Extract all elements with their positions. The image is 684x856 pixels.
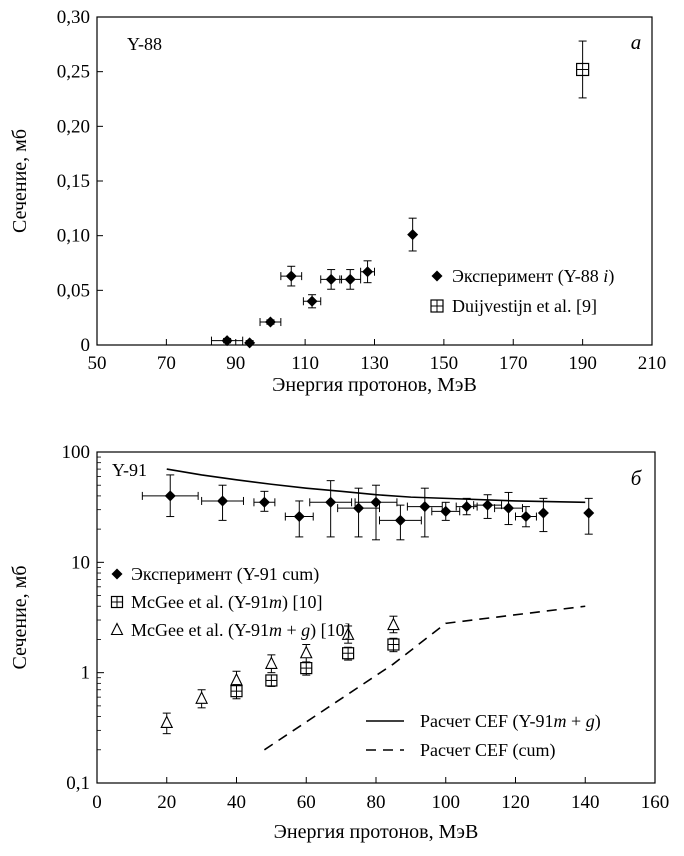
data-point-experiment-a <box>325 273 337 285</box>
legend-label-mcgee-mg: McGee et al. (Y-91m + g) [10] <box>131 620 351 641</box>
panel-b: 0,1 1 10 100 0 20 40 60 80 100 120 140 160 Энергия пр… <box>9 442 669 843</box>
panel-tag-b: Y-91 <box>112 460 147 480</box>
x-tick-label-a: 170 <box>499 353 528 374</box>
y-tick-label-a: 0,25 <box>57 62 90 83</box>
x-tick-label-a: 70 <box>157 353 176 374</box>
x-axis-label-a: Энергия протонов, МэВ <box>272 374 477 396</box>
data-point-experiment-b <box>394 514 406 526</box>
y-tick-label-a: 0 <box>81 335 91 356</box>
data-point-experiment-a <box>264 316 276 328</box>
panel-tag-a: Y-88 <box>127 34 162 54</box>
x-tick-label-b: 100 <box>432 792 461 813</box>
x-tick-label-a: 210 <box>638 353 667 374</box>
data-point-experiment-b <box>370 496 382 508</box>
data-point-experiment-a <box>407 229 419 241</box>
x-tick-label-a: 190 <box>568 353 597 374</box>
x-tick-label-a: 110 <box>291 353 319 374</box>
data-point-experiment-b <box>258 496 270 508</box>
data-point-mcgee-mg <box>387 617 400 631</box>
y-tick-label-b: 100 <box>62 442 91 463</box>
legend-label-cef-solid: Расчет CEF (Y-91m + g) <box>420 711 601 732</box>
y-tick-label-b: 0,1 <box>66 773 90 794</box>
x-tick-label-a: 90 <box>226 353 245 374</box>
y-axis-label-b: Сечение, мб <box>9 565 31 669</box>
x-tick-label-b: 80 <box>367 792 386 813</box>
data-point-experiment-b <box>353 502 365 514</box>
x-tick-label-b: 140 <box>571 792 600 813</box>
data-point-experiment-b <box>217 495 229 507</box>
x-tick-label-b: 20 <box>157 792 176 813</box>
data-point-mcgee-mg <box>195 691 209 704</box>
x-tick-label-b: 120 <box>501 792 530 813</box>
data-point-mcgee-mg <box>264 656 278 669</box>
data-point-experiment-a <box>244 337 256 349</box>
y-tick-label-a: 0,20 <box>57 116 90 137</box>
x-tick-label-b: 40 <box>227 792 246 813</box>
legend-marker-experiment-a <box>431 270 443 282</box>
data-point-experiment-b <box>325 496 337 508</box>
y-tick-label-a: 0,30 <box>57 7 90 28</box>
data-point-experiment-a <box>344 273 356 285</box>
data-point-mcgee-mg <box>299 645 313 659</box>
y-tick-label-a: 0,15 <box>57 171 90 192</box>
data-point-experiment-b <box>482 499 494 511</box>
legend-marker-experiment-b <box>111 568 123 580</box>
panel-letter-a: а <box>631 30 642 54</box>
data-point-experiment-a <box>285 270 297 282</box>
y-axis-label-a: Сечение, мб <box>9 129 31 233</box>
data-point-experiment-a <box>221 335 233 347</box>
legend-label-mcgee-m: McGee et al. (Y-91m) [10] <box>131 592 322 613</box>
data-point-experiment-a <box>362 266 374 278</box>
data-point-experiment-b <box>583 507 595 519</box>
x-tick-label-b: 160 <box>641 792 670 813</box>
x-axis-label-b: Энергия протонов, МэВ <box>274 821 479 843</box>
x-tick-label-a: 50 <box>88 353 107 374</box>
x-tick-label-b: 0 <box>92 792 102 813</box>
panel-a: 0 0,05 0,10 0,15 0,20 0,25 0,30 50 70 90 110 130 150… <box>9 7 666 396</box>
x-tick-label-b: 60 <box>297 792 316 813</box>
y-tick-label-b: 10 <box>71 552 90 573</box>
data-point-experiment-b <box>293 511 305 523</box>
panel-letter-b: б <box>631 466 643 490</box>
cef-solid-line <box>166 468 586 504</box>
data-point-experiment-b <box>503 502 515 514</box>
data-point-experiment-b <box>461 501 473 513</box>
y-tick-label-a: 0,05 <box>57 280 90 301</box>
cef-dashed-line <box>263 605 586 751</box>
legend-marker-mcgee-mg <box>110 622 124 636</box>
legend-label-experiment-a: Эксперимент (Y-88 i) <box>452 266 614 287</box>
y-tick-label-a: 0,10 <box>57 226 90 247</box>
data-point-mcgee-mg <box>160 715 174 729</box>
legend-label-cef-dashed: Расчет CEF (cum) <box>420 740 556 761</box>
data-point-experiment-b <box>520 511 532 523</box>
x-tick-label-a: 150 <box>430 353 459 374</box>
data-point-mcgee-mg <box>341 627 355 640</box>
y-tick-label-b: 1 <box>81 663 91 684</box>
data-point-experiment-b <box>537 507 549 519</box>
data-point-experiment-a <box>306 295 318 307</box>
data-point-experiment-b <box>164 490 176 502</box>
legend-label-duijvestijn: Duijvestijn et al. [9] <box>452 296 597 316</box>
legend-label-experiment-b: Эксперимент (Y-91 cum) <box>131 564 319 585</box>
x-tick-label-a: 130 <box>360 353 389 374</box>
data-point-mcgee-mg <box>230 672 243 686</box>
data-point-experiment-b <box>440 505 452 517</box>
data-point-experiment-b <box>419 501 431 513</box>
